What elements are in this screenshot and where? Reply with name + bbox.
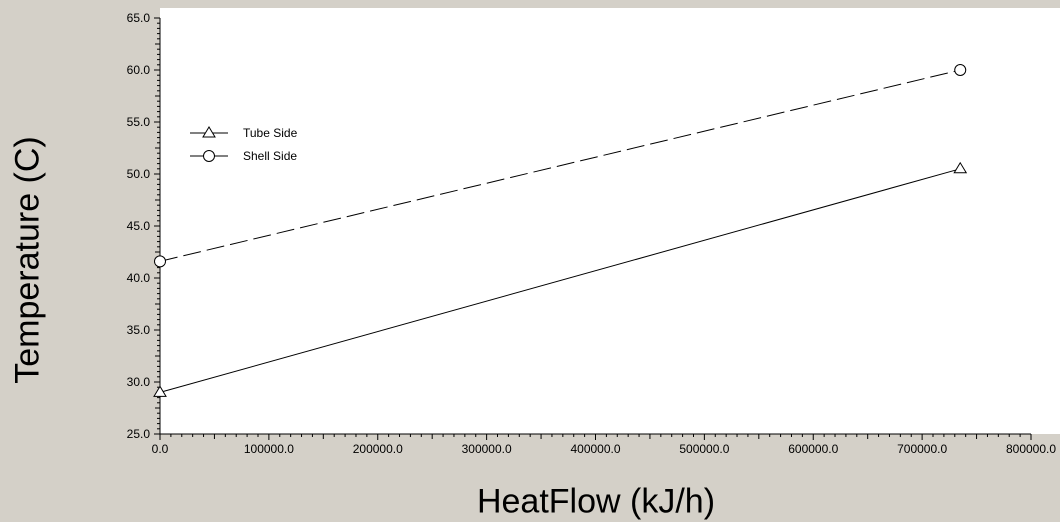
x-tick-label: 300000.0	[462, 442, 512, 456]
legend-label-tube-side: Tube Side	[243, 126, 298, 140]
legend-label-shell-side: Shell Side	[243, 149, 297, 163]
data-point-shell-side	[954, 64, 967, 76]
y-tick-label: 45.0	[127, 219, 151, 233]
y-tick-label: 55.0	[127, 115, 151, 129]
x-tick-label: 100000.0	[244, 442, 294, 456]
x-axis-title: HeatFlow (kJ/h)	[476, 482, 716, 521]
data-point-shell-side	[154, 255, 166, 268]
y-tick-label: 65.0	[127, 11, 151, 25]
x-tick-label: 200000.0	[353, 442, 403, 456]
y-tick-label: 35.0	[127, 323, 151, 337]
data-point-tube-side	[153, 385, 167, 397]
x-tick-label: 500000.0	[679, 442, 729, 456]
series-tube-side	[153, 161, 968, 397]
legend-item-shell-side: Shell Side	[190, 149, 297, 163]
legend-item-tube-side: Tube Side	[190, 126, 298, 140]
series-layer	[153, 64, 968, 397]
x-tick-label: 400000.0	[570, 442, 620, 456]
x-tick-label: 700000.0	[897, 442, 947, 456]
series-line-tube-side	[159, 168, 961, 393]
y-tick-label: 25.0	[127, 427, 151, 441]
series-shell-side	[154, 64, 967, 268]
y-tick-label: 50.0	[127, 167, 151, 181]
y-axis-title: Temperature (C)	[8, 136, 47, 384]
legend-marker-shell-side	[203, 150, 215, 162]
legend-marker-tube-side	[202, 126, 216, 138]
y-tick-label: 60.0	[127, 63, 151, 77]
x-tick-label: 800000.0	[1006, 442, 1056, 456]
plot-area	[160, 8, 1060, 434]
series-line-shell-side	[159, 69, 961, 262]
y-tick-label: 40.0	[127, 271, 151, 285]
y-tick-label: 30.0	[127, 375, 151, 389]
data-point-tube-side	[953, 161, 968, 174]
axes: 25.0 30.0 35.0 40.0 45.0 50.0 55.0 60.0 65.0 0.0 1…	[127, 11, 1057, 456]
x-tick-label: 600000.0	[788, 442, 838, 456]
legend: Tube Side Shell Side	[190, 126, 298, 163]
x-tick-label: 0.0	[152, 442, 169, 456]
